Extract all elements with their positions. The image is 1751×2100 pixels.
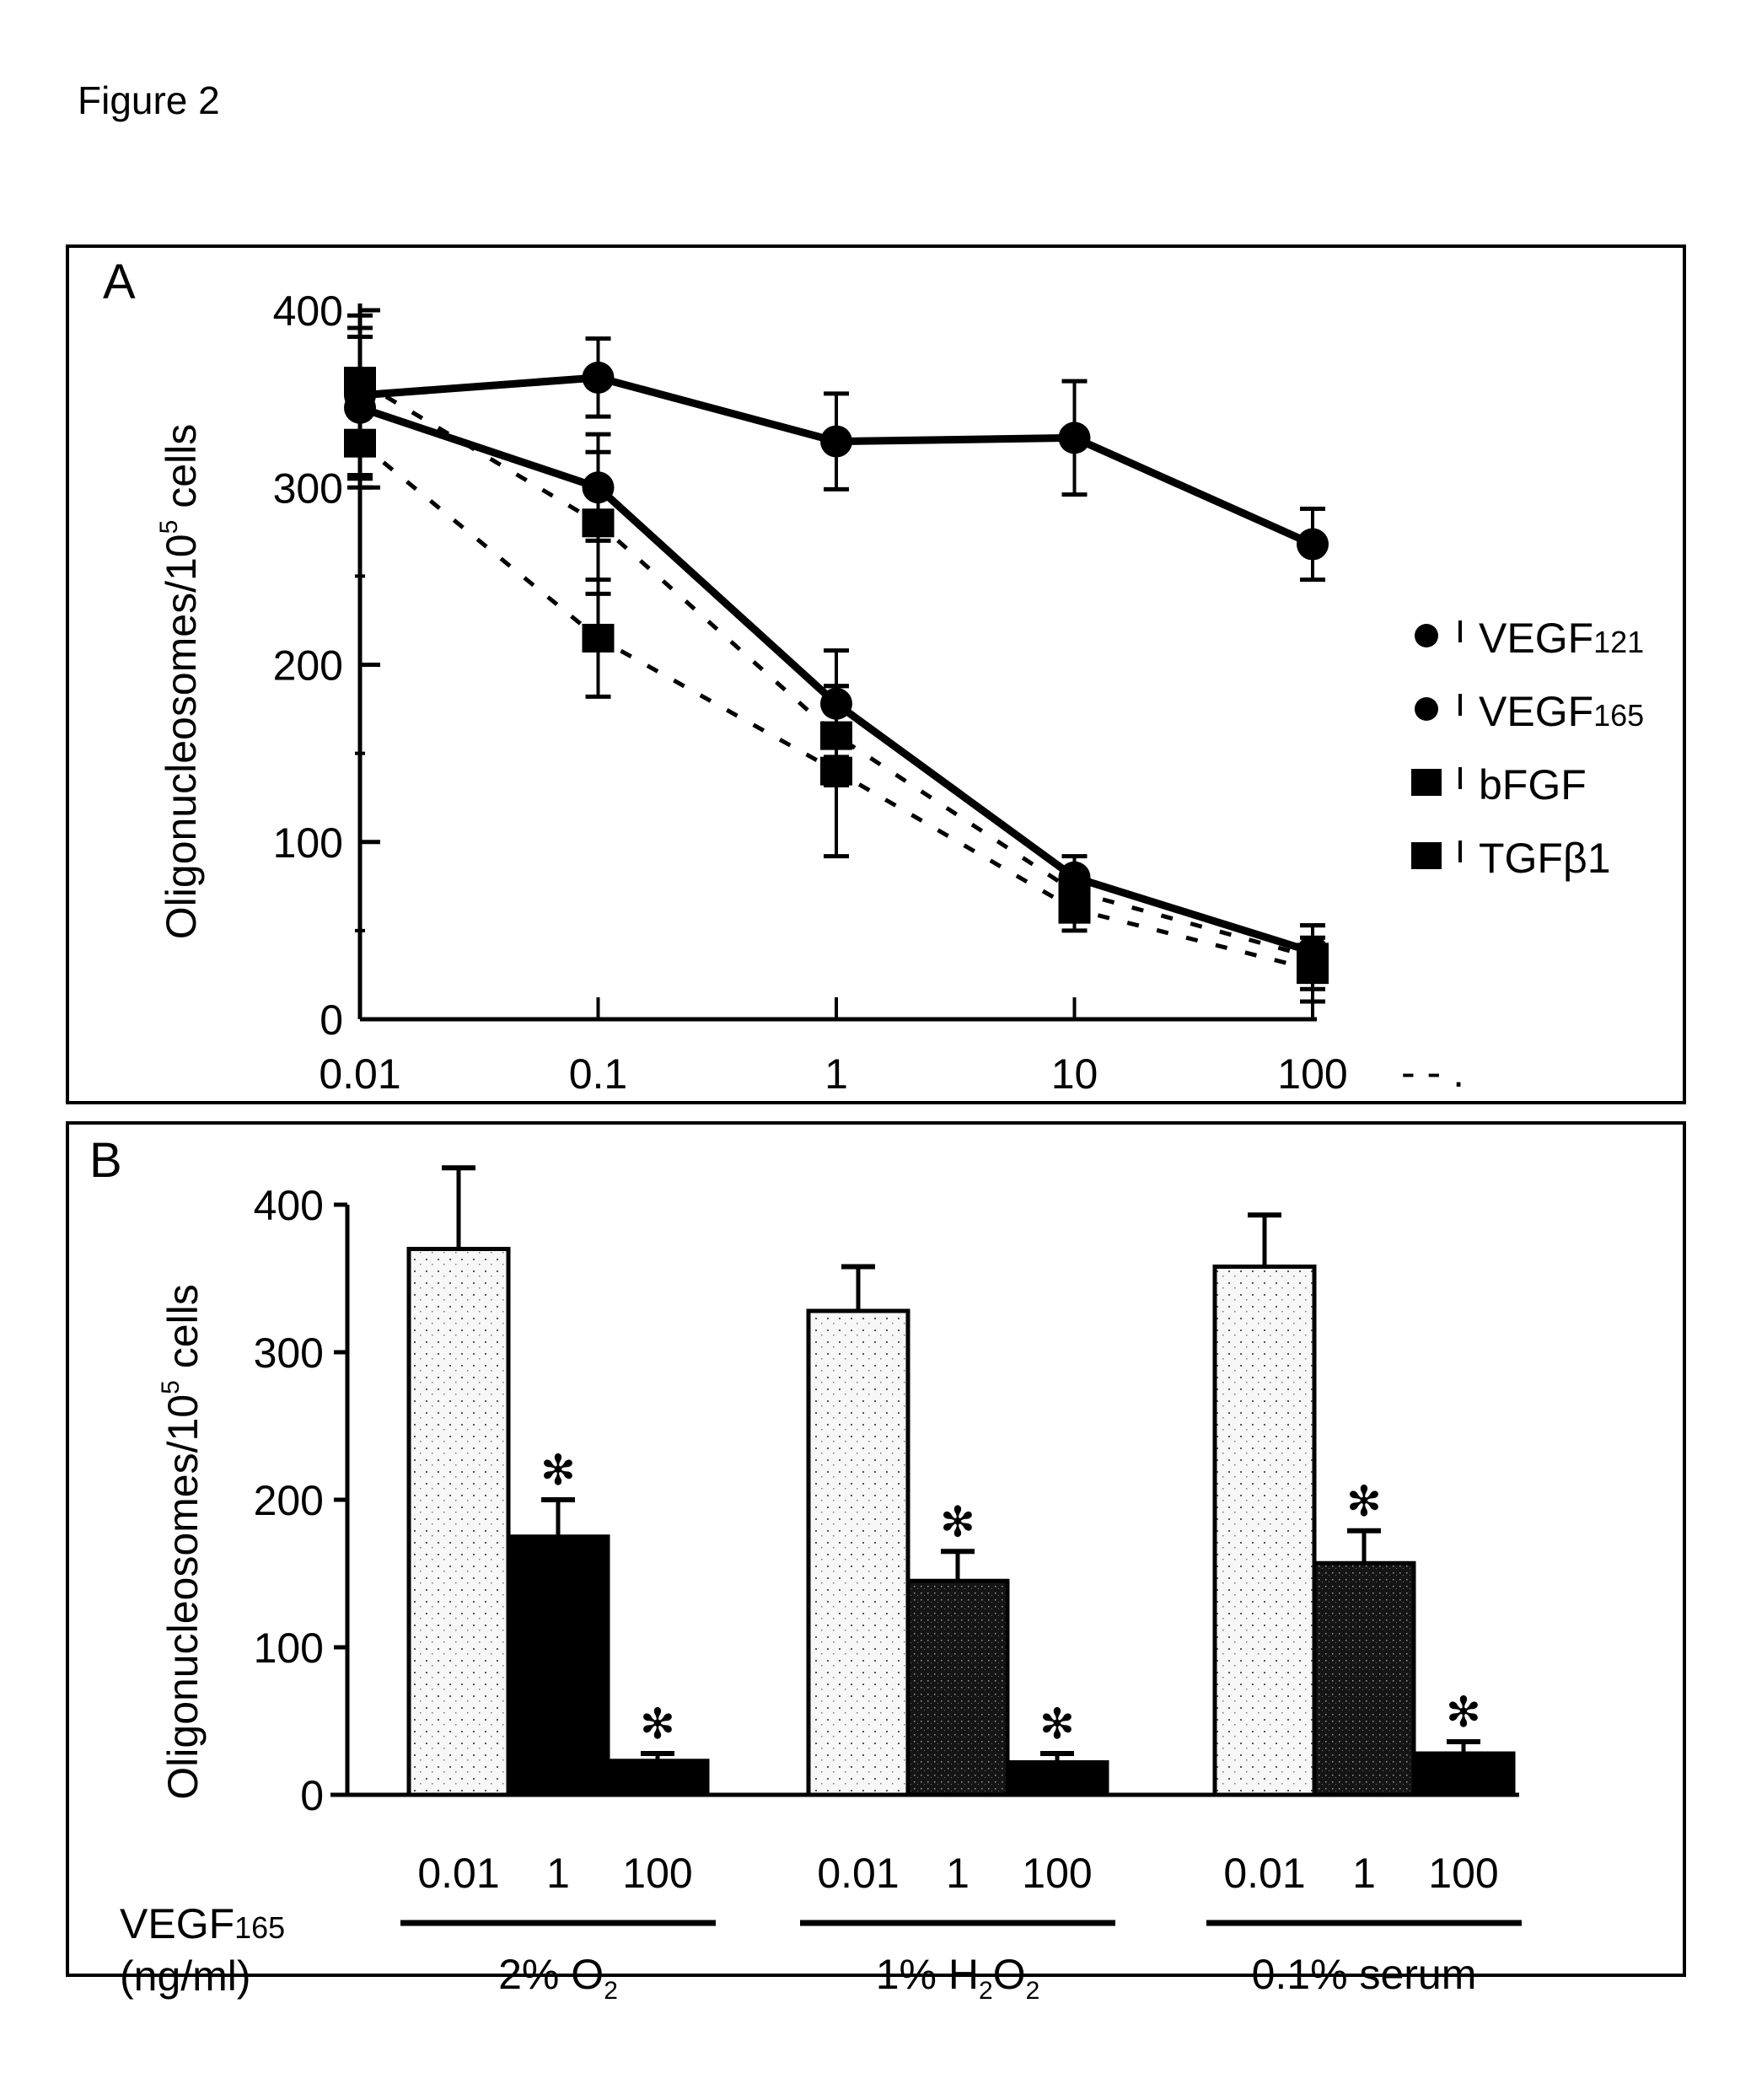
x-tick-label: 1 bbox=[824, 1050, 848, 1098]
legend-label-base: bFGF bbox=[1479, 761, 1587, 808]
y-tick-label: 300 bbox=[273, 465, 343, 512]
significance-asterisk: ✻ bbox=[1039, 1700, 1075, 1748]
data-point-bFGF bbox=[582, 508, 615, 538]
data-point-VEGF121 bbox=[1297, 528, 1329, 561]
panel-b-bar-chart: B 0 100 200 300 400 Oligonucleosomes/105 cells… bbox=[66, 1121, 1686, 2005]
y-tick-label: 200 bbox=[254, 1477, 324, 1524]
panel-a-line-chart: A 0 100 200 300 400 0.01 0.1 1 10 100 - - . Oligonuc… bbox=[66, 244, 1686, 1104]
data-point-TGFβ1 bbox=[1058, 894, 1091, 924]
dose-label: 0.01 bbox=[1223, 1850, 1305, 1897]
y-tick-label: 300 bbox=[254, 1329, 324, 1377]
dose-label: 0.01 bbox=[417, 1850, 499, 1897]
legend-label-base: TGFβ1 bbox=[1479, 835, 1611, 882]
y-axis-title-sup: 5 bbox=[157, 1380, 185, 1394]
y-tick-label: 0 bbox=[300, 1772, 324, 1819]
legend-label: TGFβ1 bbox=[1479, 835, 1611, 882]
bar-0.1% serum-0.01 bbox=[1212, 1265, 1317, 1797]
group-label: 1% H2O2 bbox=[876, 1951, 1040, 2005]
y-tick-label: 0 bbox=[320, 996, 343, 1044]
x-row-label-unit: (ng/ml) bbox=[120, 1952, 251, 2000]
legend-marker-bFGF bbox=[1411, 769, 1442, 796]
group-label-sub2: 2 bbox=[1026, 1977, 1040, 2005]
panel-b-plot: B 0 100 200 300 400 Oligonucleosomes/105 cells… bbox=[89, 1133, 1522, 2005]
bar-0.1% serum-100 bbox=[1411, 1751, 1516, 1797]
y-axis-title-sup: 5 bbox=[155, 520, 183, 534]
x-row-label-base: VEGF bbox=[120, 1900, 234, 1947]
series-line-bFGF bbox=[358, 379, 1313, 959]
data-point-VEGF121 bbox=[820, 425, 852, 458]
data-point-VEGF121 bbox=[1058, 422, 1091, 454]
figure-title: Figure 2 bbox=[78, 78, 220, 122]
group-label-sub: 2 bbox=[604, 1977, 618, 2005]
group-label-sub: 2 bbox=[979, 1977, 993, 2005]
dose-label: 1 bbox=[546, 1850, 570, 1897]
dose-label: 1 bbox=[1352, 1850, 1376, 1897]
group-label-base: 1% H bbox=[876, 1951, 979, 1998]
legend-marker-VEGF121 bbox=[1415, 624, 1438, 647]
legend-label: bFGF bbox=[1479, 761, 1587, 808]
bar-0.1% serum-1 bbox=[1312, 1560, 1416, 1797]
legend-label-sub: 165 bbox=[1593, 698, 1644, 733]
significance-asterisk: ✻ bbox=[940, 1498, 975, 1545]
bar-1% H2O2-0.01 bbox=[806, 1308, 910, 1797]
dose-label: 1 bbox=[946, 1850, 969, 1897]
x-row-label-sub: 165 bbox=[234, 1910, 285, 1945]
y-axis-title-tail: cells bbox=[159, 1284, 207, 1380]
bar-1% H2O2-1 bbox=[905, 1578, 1010, 1797]
data-point-TGFβ1 bbox=[582, 623, 615, 653]
bar-2% O2-1 bbox=[506, 1534, 610, 1797]
group-label-base: 2% O bbox=[498, 1951, 604, 1998]
y-tick-label: 400 bbox=[254, 1182, 324, 1229]
significance-asterisk: ✻ bbox=[640, 1700, 675, 1748]
data-point-TGFβ1 bbox=[344, 428, 376, 458]
stray-marks: - - . bbox=[1401, 1049, 1464, 1096]
data-point-TGFβ1 bbox=[820, 756, 852, 786]
y-axis-title: Oligonucleosomes/105 cells bbox=[155, 424, 205, 939]
significance-asterisk: ✻ bbox=[540, 1447, 576, 1494]
group-label-base: 0.1% serum bbox=[1252, 1951, 1477, 1998]
data-point-TGFβ1 bbox=[1297, 955, 1329, 985]
group-label: 0.1% serum bbox=[1252, 1951, 1477, 1998]
group-label: 2% O2 bbox=[498, 1951, 618, 2005]
x-tick-label: 100 bbox=[1277, 1050, 1347, 1098]
x-tick-label: 0.1 bbox=[569, 1050, 628, 1098]
dose-label: 100 bbox=[622, 1850, 692, 1897]
bar-2% O2-100 bbox=[605, 1759, 710, 1797]
significance-asterisk: ✻ bbox=[1446, 1689, 1481, 1736]
legend-marker-VEGF165 bbox=[1415, 697, 1438, 721]
y-axis-title-base: Oligonucleosomes/10 bbox=[159, 1394, 207, 1800]
legend-label-base: VEGF bbox=[1479, 688, 1593, 735]
panel-a-plot: A 0 100 200 300 400 0.01 0.1 1 10 100 - - . Oligonuc… bbox=[103, 255, 1644, 1098]
x-tick-label: 10 bbox=[1051, 1050, 1098, 1098]
panel-letter: A bbox=[103, 255, 136, 309]
group-label-tail: O bbox=[993, 1951, 1026, 1998]
dose-label: 100 bbox=[1428, 1850, 1498, 1897]
x-tick-label: 0.01 bbox=[319, 1050, 400, 1098]
significance-asterisk: ✻ bbox=[1346, 1478, 1382, 1525]
y-axis-title-tail: cells bbox=[158, 424, 205, 520]
dose-label: 0.01 bbox=[817, 1850, 899, 1897]
bar-2% O2-0.01 bbox=[406, 1247, 511, 1797]
dose-label: 100 bbox=[1022, 1850, 1092, 1897]
legend-label: VEGF165 bbox=[1479, 688, 1644, 735]
data-point-bFGF bbox=[344, 367, 376, 396]
y-tick-label: 100 bbox=[273, 819, 343, 867]
legend-label: VEGF121 bbox=[1479, 615, 1644, 662]
x-row-label: VEGF165 bbox=[120, 1900, 285, 1947]
y-tick-label: 400 bbox=[273, 287, 343, 335]
bar-1% H2O2-100 bbox=[1005, 1760, 1109, 1797]
y-axis-title: Oligonucleosomes/105 cells bbox=[157, 1284, 207, 1799]
data-point-VEGF121 bbox=[582, 361, 615, 394]
y-tick-label: 200 bbox=[273, 642, 343, 690]
legend-label-base: VEGF bbox=[1479, 615, 1593, 662]
panel-letter: B bbox=[89, 1133, 122, 1188]
y-axis-title-base: Oligonucleosomes/10 bbox=[158, 534, 205, 939]
legend-label-sub: 121 bbox=[1593, 625, 1644, 659]
legend-marker-TGFβ1 bbox=[1411, 842, 1442, 869]
y-tick-label: 100 bbox=[254, 1625, 324, 1672]
